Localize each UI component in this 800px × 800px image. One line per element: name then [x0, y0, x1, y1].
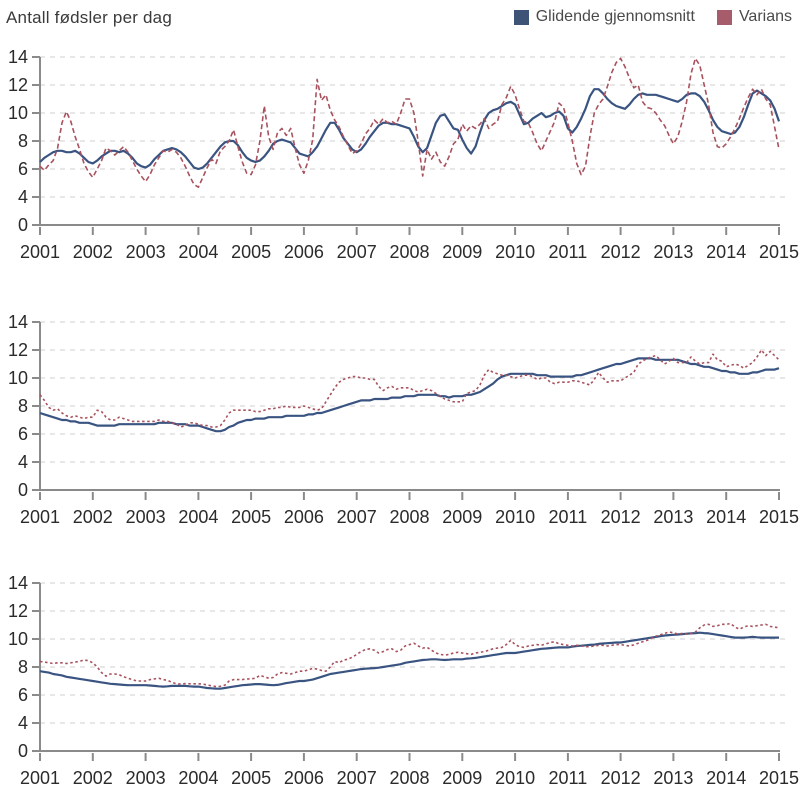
x-tick-label: 2014: [706, 507, 746, 527]
chart-bottom-svg: 14 12 10 8 6 4 0 2001 2002 2003 2004 2005 2006 2007 20…: [8, 573, 799, 788]
legend-label-moving-average: Glidende gjennomsnitt: [535, 8, 695, 25]
x-tick-label: 2011: [549, 242, 588, 262]
y-tick-label: 14: [8, 573, 28, 593]
x-tick-label: 2013: [653, 768, 693, 788]
x-tick-label: 2002: [73, 768, 113, 788]
series-moving-average: [39, 88, 781, 171]
x-tick-label: 2005: [231, 768, 271, 788]
legend-swatch-red-icon: [716, 9, 732, 25]
legend-item-variance: Varians: [716, 8, 792, 26]
x-tick-label: 2012: [601, 768, 641, 788]
y-tick-label: 4: [18, 187, 28, 207]
x-tick-label: 2008: [389, 768, 429, 788]
y-tick-label: 8: [18, 657, 28, 677]
x-tick-label: 2005: [231, 242, 271, 262]
y-tick-label: 6: [18, 424, 28, 444]
x-tick-label: 2011: [549, 768, 588, 788]
chart-middle-svg: 14 12 10 8 6 4 0 2001 2002 2003 2004 2005 2006 2007 20…: [8, 312, 799, 527]
x-tick-label: 2011: [549, 507, 588, 527]
legend-item-moving-average: Glidende gjennomsnitt: [513, 8, 695, 26]
x-tick-label: 2004: [178, 507, 218, 527]
y-tick-label: 0: [18, 480, 28, 500]
page-title: Antall fødsler per dag: [6, 8, 172, 27]
y-tick-label: 14: [8, 47, 28, 67]
x-tick-label: 2012: [601, 242, 641, 262]
x-tick-label: 2001: [20, 768, 60, 788]
x-tick-label: 2004: [178, 242, 218, 262]
x-tick-label: 2014: [706, 768, 746, 788]
series-variance: [39, 622, 780, 688]
x-tick-label: 2002: [73, 242, 113, 262]
x-tick-label: 2012: [601, 507, 641, 527]
chart-bottom: 14 12 10 8 6 4 0 2001 2002 2003 2004 2005 2006 2007 20…: [0, 566, 800, 792]
x-tick-label: 2005: [231, 507, 271, 527]
legend-swatch-blue-icon: [513, 9, 529, 25]
x-tick-label: 2001: [20, 507, 60, 527]
series-moving-average: [39, 357, 780, 433]
chart-gap: [0, 531, 800, 566]
x-tick-label: 2009: [442, 507, 482, 527]
y-tick-label: 6: [18, 159, 28, 179]
x-tick-label: 2006: [284, 768, 324, 788]
y-tick-label: 8: [18, 131, 28, 151]
y-tick-label: 10: [8, 103, 28, 123]
x-tick-label: 2009: [442, 768, 482, 788]
x-tick-label: 2004: [178, 768, 218, 788]
y-tick-label: 14: [8, 312, 28, 332]
series-moving-average: [39, 631, 779, 690]
x-tick-label: 2003: [126, 242, 166, 262]
chart-top-svg: 14 12 10 8 6 4 0 2001 2002 2003 2004 2005 2006 2007 20…: [8, 47, 799, 262]
x-tick-label: 2001: [20, 242, 60, 262]
chart-top: 14 12 10 8 6 4 0 2001 2002 2003 2004 2005 2006 2007 20…: [0, 40, 800, 266]
x-tick-label: 2013: [653, 242, 693, 262]
legend-label-variance: Varians: [738, 8, 792, 25]
x-tick-label: 2002: [73, 507, 113, 527]
y-tick-label: 10: [8, 368, 28, 388]
y-tick-label: 4: [18, 713, 28, 733]
chart-header: Antall fødsler per dag Glidende gjennoms…: [0, 0, 800, 40]
x-tick-label: 2010: [495, 242, 535, 262]
x-tick-label: 2015: [759, 768, 799, 788]
legend: Glidende gjennomsnitt Varians: [513, 8, 794, 26]
y-tick-label: 0: [18, 215, 28, 235]
x-tick-label: 2007: [337, 768, 377, 788]
chart-gap: [0, 266, 800, 305]
series-variance: [39, 57, 780, 188]
y-tick-label: 4: [18, 452, 28, 472]
x-tick-label: 2010: [495, 768, 535, 788]
chart-middle: 14 12 10 8 6 4 0 2001 2002 2003 2004 2005 2006 2007 20…: [0, 305, 800, 531]
y-tick-label: 12: [8, 75, 28, 95]
x-tick-label: 2003: [126, 768, 166, 788]
x-tick-label: 2003: [126, 507, 166, 527]
y-tick-label: 10: [8, 629, 28, 649]
x-tick-label: 2007: [337, 242, 377, 262]
x-tick-label: 2008: [389, 507, 429, 527]
x-tick-label: 2009: [442, 242, 482, 262]
y-tick-label: 0: [18, 741, 28, 761]
x-tick-label: 2006: [284, 507, 324, 527]
x-tick-label: 2013: [653, 507, 693, 527]
y-tick-label: 12: [8, 601, 28, 621]
x-tick-label: 2015: [759, 242, 799, 262]
y-tick-label: 12: [8, 340, 28, 360]
x-tick-label: 2007: [337, 507, 377, 527]
y-tick-label: 6: [18, 685, 28, 705]
y-tick-label: 8: [18, 396, 28, 416]
x-tick-label: 2014: [706, 242, 746, 262]
x-tick-label: 2008: [389, 242, 429, 262]
x-tick-label: 2010: [495, 507, 535, 527]
x-tick-label: 2015: [759, 507, 799, 527]
series-variance: [39, 349, 780, 428]
x-tick-label: 2006: [284, 242, 324, 262]
